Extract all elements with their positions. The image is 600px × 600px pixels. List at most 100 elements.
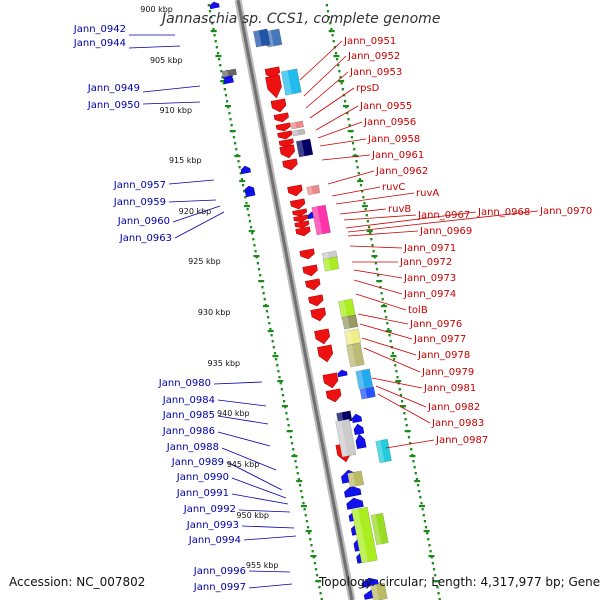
- tick-dot-left: [224, 94, 228, 97]
- tick-major-left: [281, 405, 288, 408]
- gene-label-forward: Jann_0981: [423, 383, 476, 394]
- reverse-gene-arrow: [344, 485, 362, 498]
- gene-label-forward: Jann_0969: [419, 226, 472, 237]
- gene-box: [344, 328, 362, 346]
- leader-line: [317, 121, 363, 139]
- tick-major-right: [399, 405, 406, 408]
- tick-dot-left: [238, 166, 241, 169]
- tick-major-left: [310, 555, 317, 558]
- tick-dot-right: [332, 40, 335, 43]
- tick-dot-left: [219, 64, 222, 67]
- gene-box: [280, 68, 302, 96]
- gene-box: [351, 506, 378, 564]
- tick-dot-right: [403, 412, 406, 415]
- tick-dot-right: [423, 520, 426, 523]
- forward-gene-arrow: [270, 98, 287, 113]
- leader-line: [174, 211, 225, 239]
- leader-line: [349, 245, 403, 249]
- tick-dot-left: [306, 526, 310, 529]
- forward-gene-arrow: [265, 74, 282, 99]
- tick-dot-right: [346, 112, 349, 115]
- gene-box: [370, 512, 389, 546]
- leader-line: [361, 337, 417, 356]
- tick-dot-left: [289, 436, 293, 439]
- gene-label-reverse: Jann_0990: [176, 472, 229, 483]
- tick-dot-right: [385, 316, 388, 319]
- tick-dot-left: [268, 322, 271, 325]
- gene-label-reverse: Jann_0992: [183, 504, 236, 515]
- forward-gene-arrow: [293, 214, 309, 223]
- gene-label-forward: Jann_0983: [431, 418, 484, 429]
- leader-line: [248, 570, 291, 573]
- gene-label-reverse: Jann_0959: [113, 197, 166, 208]
- tick-dot-left: [296, 472, 299, 475]
- tick-dot-right: [398, 388, 401, 391]
- tick-major-left: [210, 30, 217, 33]
- forward-gene-arrow: [282, 158, 298, 171]
- tick-dot-right: [366, 220, 369, 223]
- tick-dot-right: [341, 88, 344, 91]
- tick-dot-left: [303, 508, 306, 511]
- forward-gene-arrow: [292, 208, 308, 217]
- tick-dot-left: [216, 52, 220, 55]
- forward-gene-arrow: [305, 278, 321, 291]
- scale-label: 925 kbp: [188, 257, 221, 266]
- gene-label-reverse: Jann_0949: [87, 83, 140, 94]
- gene-box: [221, 68, 238, 78]
- gene-box: [375, 438, 392, 464]
- leader-line: [321, 154, 371, 161]
- gene-box: [370, 582, 388, 600]
- forward-gene-arrow: [314, 328, 330, 345]
- tick-dot-right: [374, 262, 377, 265]
- forward-gene-arrow: [277, 130, 293, 140]
- forward-gene-arrow: [317, 344, 334, 363]
- leader-line: [339, 208, 387, 215]
- tick-major-left: [291, 455, 298, 458]
- tick-major-right: [352, 155, 359, 158]
- tick-dot-right: [356, 166, 359, 169]
- tick-major-left: [296, 480, 303, 483]
- tick-major-left: [220, 80, 227, 83]
- tick-major-left: [229, 130, 236, 133]
- forward-gene-arrow: [275, 122, 291, 132]
- tick-major-left: [315, 580, 322, 583]
- tick-dot-left: [221, 76, 224, 79]
- tick-dot-right: [328, 16, 331, 19]
- tick-dot-left: [292, 448, 295, 451]
- tick-dot-right: [416, 484, 420, 487]
- tick-dot-right: [394, 364, 397, 367]
- tick-dot-left: [265, 310, 269, 313]
- tick-dot-left: [235, 148, 238, 151]
- scale-label: 905 kbp: [150, 56, 183, 65]
- leader-line: [217, 399, 267, 407]
- gene-label-forward: Jann_0970: [539, 206, 592, 217]
- tick-dot-left: [259, 274, 262, 277]
- tick-dot-left: [223, 88, 226, 91]
- tick-dot-left: [257, 268, 261, 271]
- leader-line: [217, 431, 271, 447]
- gene-box: [253, 28, 271, 48]
- tick-dot-right: [427, 538, 430, 541]
- tick-dot-left: [304, 514, 307, 517]
- leader-line: [238, 509, 291, 513]
- tick-dot-right: [359, 184, 363, 187]
- tick-dot-left: [285, 412, 288, 415]
- scale-label: 945 kbp: [227, 460, 260, 469]
- label-leader-lines: [128, 34, 539, 589]
- tick-dot-left: [316, 574, 319, 577]
- tick-dot-right: [431, 562, 434, 565]
- leader-line: [243, 535, 297, 541]
- tick-dot-right: [410, 448, 413, 451]
- tick-dot-right: [386, 322, 389, 325]
- tick-dot-left: [310, 544, 313, 547]
- gene-label-reverse: Jann_0994: [188, 535, 241, 546]
- tick-dot-right: [437, 592, 440, 595]
- scale-label: 935 kbp: [208, 359, 241, 368]
- tick-dot-left: [271, 340, 274, 343]
- tick-dot-left: [286, 418, 289, 421]
- tick-major-left: [267, 330, 274, 333]
- reverse-gene-arrow: [351, 413, 363, 424]
- tick-dot-right: [424, 526, 428, 529]
- tick-dot-right: [383, 310, 387, 313]
- leader-line: [142, 85, 201, 93]
